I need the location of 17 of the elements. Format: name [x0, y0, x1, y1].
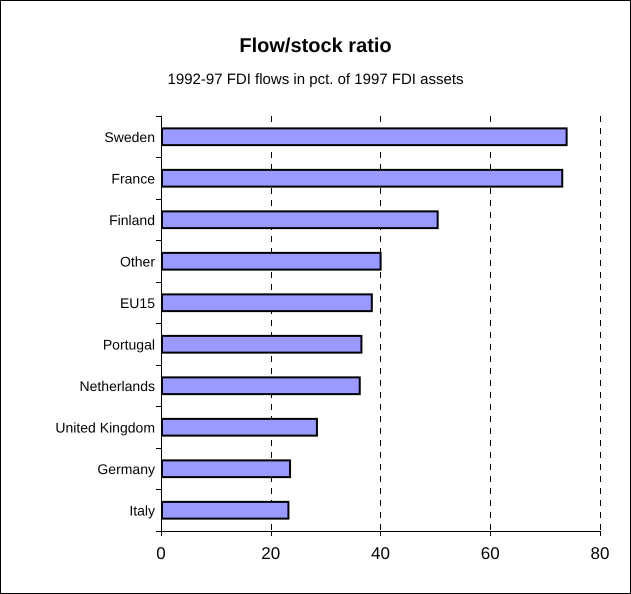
y-tick-label: France: [111, 170, 156, 186]
y-tick-label: Italy: [129, 502, 155, 518]
x-tick-label: 60: [480, 544, 500, 563]
y-tick-label: Portugal: [102, 336, 155, 352]
y-tick-label: Sweden: [104, 128, 155, 145]
y-tick-label: Finland: [109, 212, 155, 228]
y-tick-label: Germany: [97, 460, 155, 477]
y-tick-label: Netherlands: [80, 378, 155, 394]
chart-subtitle: 1992-97 FDI flows in pct. of 1997 FDI assets: [168, 71, 464, 88]
y-tick-label: EU15: [120, 294, 156, 311]
x-tick-label: 20: [261, 544, 280, 563]
y-tick-label: United Kingdom: [55, 419, 155, 436]
y-tick-label: Other: [120, 253, 156, 270]
x-tick-label: 80: [590, 544, 610, 563]
x-tick-label: 0: [156, 544, 166, 563]
chart-title: Flow/stock ratio: [239, 35, 392, 57]
x-tick-label: 40: [371, 544, 390, 563]
